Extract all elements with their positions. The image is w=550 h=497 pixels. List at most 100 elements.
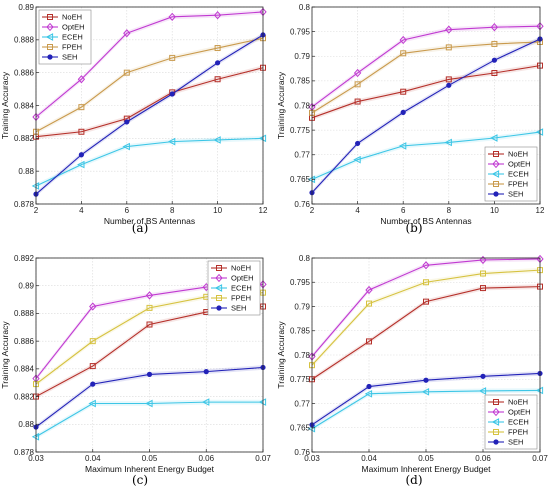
y-tick-label: 0.88 <box>18 420 34 429</box>
x-axis-label: Number of BS Antennas <box>104 216 195 226</box>
series-line-fpeh <box>35 37 264 133</box>
x-tick-label: 0.04 <box>361 454 377 463</box>
point-eceh <box>353 155 361 164</box>
point-eceh <box>421 388 430 396</box>
legend-label-fpeh: FPEH <box>508 428 528 437</box>
y-tick-label: 0.884 <box>14 101 35 110</box>
point-noeh <box>445 76 452 83</box>
y-tick-label: 0.795 <box>290 27 311 36</box>
series-band-eceh <box>36 399 263 440</box>
point-fpeh <box>491 40 498 47</box>
legend-label-fpeh: FPEH <box>62 43 82 52</box>
chart-panel-4: 0.03 0.04 0.05 0.06 0.07 0.76 0.765 0.77 0.775 0.… <box>276 254 548 487</box>
series-line-seh <box>35 34 264 195</box>
y-tick-label: 0.76 <box>294 200 310 209</box>
point-seh <box>400 109 406 115</box>
series-line-noeh <box>35 67 264 138</box>
legend-marker-fpeh <box>47 44 53 50</box>
legend-marker-seh <box>47 54 53 60</box>
y-tick-label: 0.888 <box>14 36 35 45</box>
series-line-eceh <box>311 131 541 180</box>
legend-label-seh: SEH <box>508 190 523 199</box>
legend-marker-seh <box>493 191 499 197</box>
point-seh <box>215 60 221 66</box>
point-opteh <box>353 68 362 78</box>
x-tick-label: 12 <box>536 206 545 215</box>
series-line-fpeh <box>311 41 541 114</box>
legend-marker-opteh <box>46 22 54 32</box>
point-eceh <box>364 389 373 398</box>
y-tick-label: 0.886 <box>14 337 35 346</box>
point-opteh <box>422 261 430 270</box>
y-tick-label: 0.785 <box>290 327 311 336</box>
legend-marker-eceh <box>491 170 500 178</box>
legend-marker-fpeh <box>493 429 499 435</box>
x-tick-label: 10 <box>213 206 222 215</box>
series-line-opteh <box>35 11 264 118</box>
point-seh <box>491 57 497 63</box>
point-noeh <box>480 285 486 292</box>
series-line-eceh <box>35 137 264 187</box>
point-eceh <box>167 137 176 146</box>
series-band-eceh <box>36 135 263 189</box>
x-tick-label: 12 <box>259 206 268 215</box>
point-noeh <box>400 88 407 95</box>
y-tick-label: 0.886 <box>14 68 35 77</box>
point-noeh <box>423 298 429 305</box>
point-eceh <box>213 136 221 144</box>
chart-panel-3: 0.03 0.04 0.05 0.06 0.07 0.878 0.88 0.882 0.884 0… <box>0 254 271 487</box>
series-line-eceh <box>311 389 541 430</box>
y-tick-label: 0.89 <box>18 3 34 12</box>
legend-label-opteh: OptEH <box>508 408 531 417</box>
legend-label-fpeh: FPEH <box>231 294 251 303</box>
point-eceh <box>145 399 153 408</box>
legend-label-eceh: ECEH <box>508 418 529 427</box>
y-tick-label: 0.88 <box>18 167 34 176</box>
series-band-fpeh <box>312 267 540 368</box>
legend-marker-noeh <box>493 399 499 405</box>
legend-label-seh: SEH <box>231 304 246 313</box>
point-fpeh <box>78 104 85 111</box>
point-fpeh <box>123 69 130 76</box>
point-seh <box>90 381 96 387</box>
point-fpeh <box>480 270 486 277</box>
y-tick-label: 0.765 <box>290 424 311 433</box>
y-tick-label: 0.8 <box>299 3 311 12</box>
y-axis-label: Training Accuracy <box>0 321 10 389</box>
point-eceh <box>398 142 407 150</box>
point-fpeh <box>169 54 176 61</box>
point-opteh <box>445 25 453 34</box>
legend-label-noeh: NoEH <box>62 13 82 22</box>
legend-marker-opteh <box>492 159 500 169</box>
x-tick-label: 0.03 <box>28 454 44 463</box>
legend-label-eceh: ECEH <box>231 284 252 293</box>
legend-label-noeh: NoEH <box>508 150 528 159</box>
point-seh <box>446 82 452 88</box>
legend-marker-opteh <box>215 273 223 283</box>
panel-caption: (b) <box>405 221 422 235</box>
x-axis-label: Number of BS Antennas <box>380 216 471 226</box>
point-seh <box>146 371 153 377</box>
x-tick-label: 8 <box>447 206 452 215</box>
legend-marker-eceh <box>45 33 54 41</box>
point-eceh <box>478 387 487 395</box>
y-tick-label: 0.795 <box>290 278 311 287</box>
panel-caption: (c) <box>132 473 148 487</box>
legend-label-seh: SEH <box>508 438 523 447</box>
series-band-noeh <box>36 65 263 140</box>
legend-marker-fpeh <box>216 295 222 301</box>
point-fpeh <box>445 44 452 51</box>
x-axis-label: Maximum Inherent Energy Budget <box>85 464 215 474</box>
x-tick-label: 6 <box>401 206 406 215</box>
panel-caption: (d) <box>405 473 422 487</box>
x-tick-label: 4 <box>355 206 360 215</box>
x-tick-label: 4 <box>79 206 84 215</box>
series-line-fpeh <box>311 269 541 366</box>
point-eceh <box>77 160 85 169</box>
point-opteh <box>213 11 222 20</box>
x-tick-label: 0.07 <box>532 454 548 463</box>
point-noeh <box>491 69 498 76</box>
point-opteh <box>77 75 86 84</box>
